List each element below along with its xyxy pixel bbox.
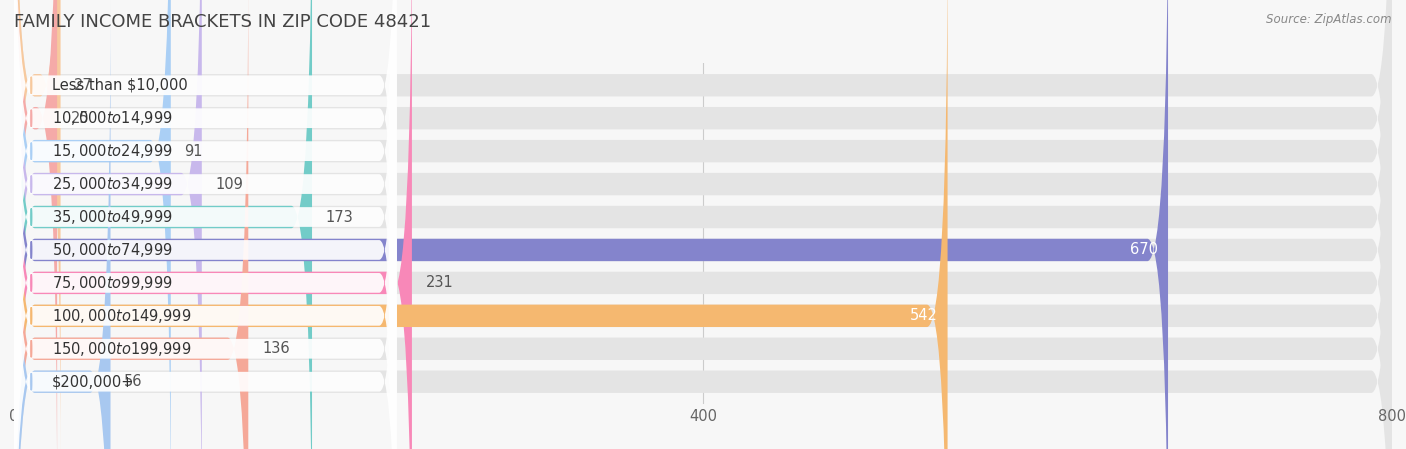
FancyBboxPatch shape bbox=[14, 0, 412, 449]
Text: $50,000 to $74,999: $50,000 to $74,999 bbox=[52, 241, 173, 259]
Text: $15,000 to $24,999: $15,000 to $24,999 bbox=[52, 142, 173, 160]
Text: 27: 27 bbox=[75, 78, 93, 93]
FancyBboxPatch shape bbox=[14, 0, 170, 449]
Text: $100,000 to $149,999: $100,000 to $149,999 bbox=[52, 307, 191, 325]
FancyBboxPatch shape bbox=[14, 0, 396, 449]
FancyBboxPatch shape bbox=[14, 0, 58, 449]
FancyBboxPatch shape bbox=[14, 0, 202, 449]
FancyBboxPatch shape bbox=[14, 0, 1392, 449]
FancyBboxPatch shape bbox=[14, 29, 396, 449]
FancyBboxPatch shape bbox=[14, 0, 396, 438]
FancyBboxPatch shape bbox=[14, 0, 396, 405]
Text: $150,000 to $199,999: $150,000 to $199,999 bbox=[52, 340, 191, 358]
FancyBboxPatch shape bbox=[14, 0, 1392, 449]
Text: Source: ZipAtlas.com: Source: ZipAtlas.com bbox=[1267, 13, 1392, 26]
FancyBboxPatch shape bbox=[14, 0, 396, 449]
Text: 231: 231 bbox=[426, 275, 454, 291]
FancyBboxPatch shape bbox=[14, 0, 396, 449]
Text: 56: 56 bbox=[124, 374, 143, 389]
Text: 91: 91 bbox=[184, 144, 202, 158]
FancyBboxPatch shape bbox=[14, 0, 1392, 449]
Text: $25,000 to $34,999: $25,000 to $34,999 bbox=[52, 175, 173, 193]
Text: 542: 542 bbox=[910, 308, 938, 323]
Text: FAMILY INCOME BRACKETS IN ZIP CODE 48421: FAMILY INCOME BRACKETS IN ZIP CODE 48421 bbox=[14, 13, 432, 31]
Text: 173: 173 bbox=[326, 210, 353, 224]
FancyBboxPatch shape bbox=[14, 0, 111, 449]
Text: 670: 670 bbox=[1129, 242, 1157, 257]
Text: 25: 25 bbox=[70, 111, 90, 126]
Text: 109: 109 bbox=[215, 176, 243, 192]
Text: $35,000 to $49,999: $35,000 to $49,999 bbox=[52, 208, 173, 226]
FancyBboxPatch shape bbox=[14, 0, 396, 449]
FancyBboxPatch shape bbox=[14, 0, 1168, 449]
FancyBboxPatch shape bbox=[14, 0, 1392, 449]
Text: 136: 136 bbox=[262, 341, 290, 356]
FancyBboxPatch shape bbox=[14, 62, 396, 449]
FancyBboxPatch shape bbox=[14, 0, 1392, 449]
FancyBboxPatch shape bbox=[14, 0, 1392, 449]
FancyBboxPatch shape bbox=[14, 0, 1392, 449]
FancyBboxPatch shape bbox=[14, 0, 1392, 449]
FancyBboxPatch shape bbox=[14, 0, 1392, 449]
FancyBboxPatch shape bbox=[14, 0, 1392, 449]
FancyBboxPatch shape bbox=[14, 0, 396, 449]
FancyBboxPatch shape bbox=[14, 0, 948, 449]
FancyBboxPatch shape bbox=[14, 0, 249, 449]
Text: $10,000 to $14,999: $10,000 to $14,999 bbox=[52, 109, 173, 127]
FancyBboxPatch shape bbox=[14, 0, 60, 449]
FancyBboxPatch shape bbox=[14, 0, 396, 449]
Text: Less than $10,000: Less than $10,000 bbox=[52, 78, 188, 93]
FancyBboxPatch shape bbox=[14, 0, 312, 449]
Text: $200,000+: $200,000+ bbox=[52, 374, 135, 389]
Text: $75,000 to $99,999: $75,000 to $99,999 bbox=[52, 274, 173, 292]
